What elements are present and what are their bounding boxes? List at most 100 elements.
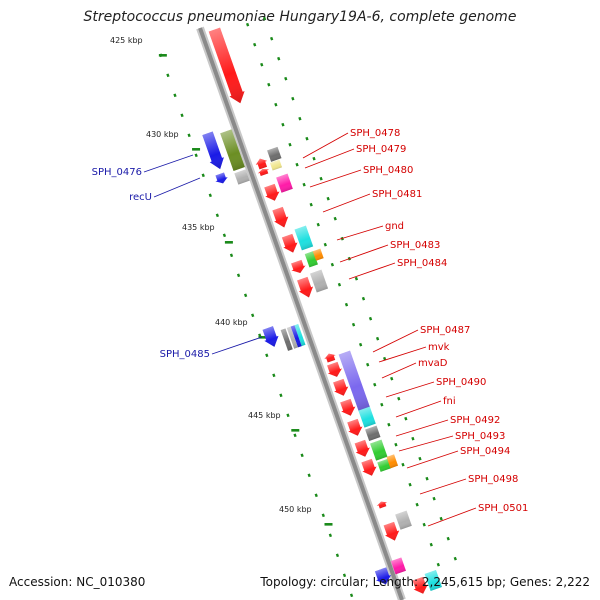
label-leader: [381, 362, 417, 379]
gene-feature-shading: [234, 169, 250, 185]
gene-feature-shading: [383, 521, 400, 541]
guide-dot: [298, 116, 302, 121]
label-leader: [336, 225, 384, 241]
gene-feature-shading: [262, 326, 279, 347]
gene-feature-shading: [395, 510, 412, 530]
guide-dot: [394, 442, 398, 447]
gene-feature: [264, 183, 280, 201]
gene-feature-shading: [390, 557, 406, 575]
gene-feature-shading: [269, 159, 283, 171]
gene-label: recU: [129, 192, 152, 203]
label-leader: [309, 169, 362, 188]
guide-dot: [260, 62, 264, 67]
kbp-label: 430 kbp: [146, 130, 179, 139]
guide-dot: [326, 196, 330, 201]
gene-label: mvaD: [418, 358, 448, 369]
gene-feature-shading: [281, 233, 298, 253]
guide-dot: [251, 313, 255, 318]
gene-label: SPH_0492: [450, 415, 500, 426]
gene-feature: [358, 406, 376, 428]
guide-dot: [215, 213, 219, 218]
guide-dot: [342, 573, 347, 578]
guide-dot: [387, 422, 391, 427]
guide-dot: [245, 22, 250, 27]
kbp-label: 450 kbp: [279, 505, 312, 514]
guide-dot: [305, 136, 309, 141]
kbp-label: 435 kbp: [182, 223, 215, 232]
guide-dot: [321, 513, 325, 518]
gene-feature: [347, 418, 363, 436]
gene-feature: [340, 398, 356, 416]
gene-label: gnd: [385, 221, 404, 232]
guide-dot: [253, 42, 257, 47]
guide-dot: [436, 562, 440, 567]
gene-label: SPH_0481: [372, 189, 422, 200]
genome-title: Streptococcus pneumoniae Hungary19A-6, c…: [83, 9, 517, 25]
guide-dot: [368, 316, 373, 321]
gene-feature: [370, 439, 388, 461]
kbp-label: 425 kbp: [110, 36, 143, 45]
gene-feature-shading: [386, 454, 399, 469]
gene-feature-shading: [376, 501, 388, 509]
kbp-label: 440 kbp: [215, 318, 248, 327]
gene-feature-shading: [286, 326, 298, 349]
guide-dot: [277, 56, 281, 61]
gene-label: SPH_0498: [468, 474, 518, 485]
gene-label: SPH_0483: [390, 240, 440, 251]
gene-feature: [262, 326, 279, 347]
gene-feature: [361, 458, 377, 476]
gene-feature-shading: [276, 173, 293, 193]
gene-label: SPH_0476: [92, 167, 142, 178]
gene-feature: [333, 378, 349, 396]
gene-feature: [234, 169, 250, 185]
guide-dot: [404, 416, 408, 421]
guide-dot: [262, 16, 267, 21]
gene-feature-shading: [358, 406, 376, 428]
label-leader: [348, 262, 396, 280]
guide-dot: [281, 122, 285, 127]
accession-label: Accession: NC_010380: [9, 575, 146, 589]
gene-feature: [383, 521, 400, 541]
guide-dot: [349, 593, 354, 598]
label-leader: [372, 329, 419, 353]
guide-dot: [415, 502, 419, 507]
gene-feature: [354, 439, 370, 457]
guide-dot: [267, 82, 271, 87]
guide-dot: [208, 193, 212, 198]
guide-dot: [418, 456, 422, 461]
gene-feature: [390, 557, 406, 575]
gene-feature: [281, 233, 298, 253]
gene-feature-shading: [220, 129, 245, 172]
guide-dot: [354, 276, 359, 281]
gene-feature: [290, 325, 302, 348]
gene-feature: [272, 206, 289, 228]
guide-dot: [314, 493, 318, 498]
label-leader: [302, 132, 349, 159]
gene-feature-shading: [354, 439, 370, 457]
gene-feature-shading: [310, 269, 329, 293]
guide-dot: [265, 353, 269, 358]
gene-feature-shading: [272, 206, 289, 228]
label-leader: [211, 336, 263, 355]
gene-feature: [377, 458, 392, 472]
label-leader: [153, 177, 201, 198]
guide-dot: [316, 222, 320, 227]
guide-dot: [358, 342, 363, 347]
guide-dot: [390, 376, 394, 381]
gene-feature: [324, 353, 336, 363]
gene-feature: [376, 501, 388, 509]
gene-feature-shading: [280, 328, 293, 351]
gene-feature: [310, 269, 329, 293]
guide-dot: [309, 202, 313, 207]
gene-label: SPH_0485: [160, 349, 210, 360]
gene-feature: [424, 570, 442, 591]
gene-feature: [312, 248, 324, 261]
gene-feature: [255, 158, 268, 170]
kbp-label: 445 kbp: [248, 411, 281, 420]
guide-dot: [229, 253, 234, 258]
gene-feature-shading: [312, 248, 324, 261]
gene-feature: [280, 328, 293, 351]
label-leader: [427, 507, 477, 527]
